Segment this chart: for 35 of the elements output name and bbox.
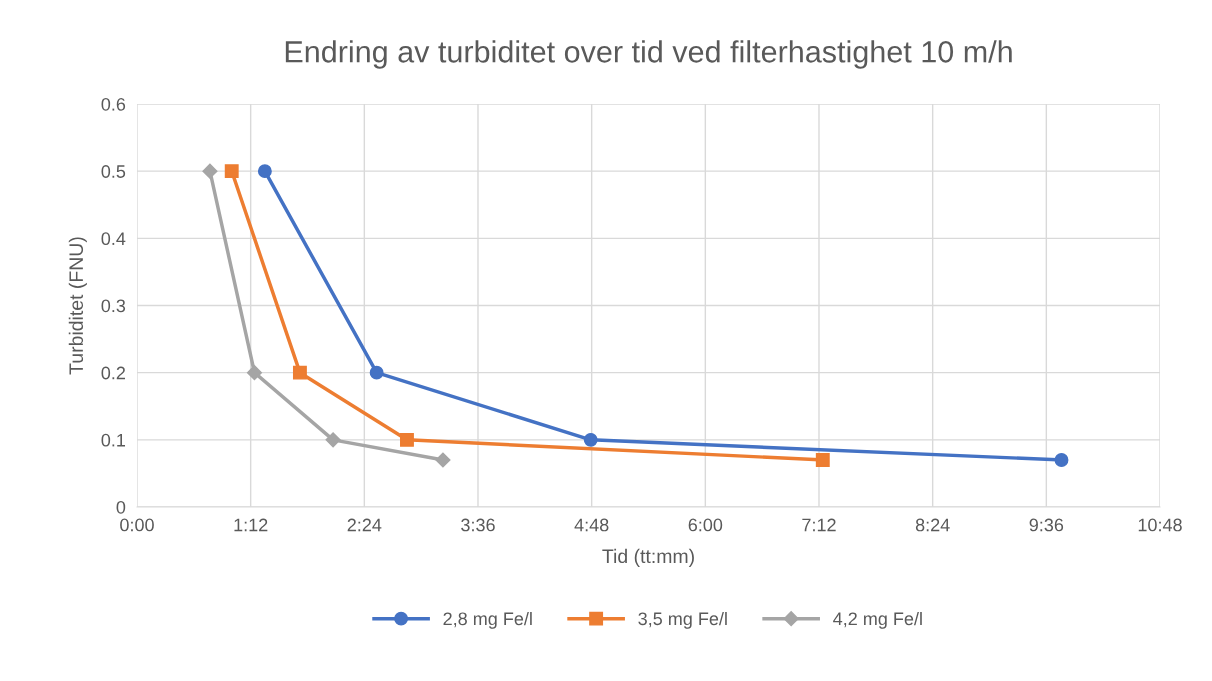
x-tick-label: 6:00 [688,518,723,532]
point [292,365,307,380]
y-tick-label: 0.2 [101,366,125,380]
point [224,164,239,179]
point [369,365,384,380]
point [583,432,598,447]
point [1054,453,1069,467]
chart-title: Endring av turbiditet over tid ved filterhastighet 10 m/h [285,40,1012,69]
y-tick-label: 0.1 [101,433,126,447]
point [325,432,341,448]
y-tick-label: 0.3 [101,299,126,313]
point [246,365,263,381]
point [815,453,830,467]
x-tick-label: 1:12 [234,518,268,532]
y-tick-label: 0 [116,500,126,514]
x-tick-label: 10:48 [1138,518,1182,532]
point [435,452,451,468]
point [202,163,218,179]
y-tick-label: 0.4 [101,232,126,246]
y-tick-label: 0.6 [101,97,126,111]
point [257,164,272,179]
x-tick-label: 0:00 [120,518,154,532]
x-tick-label: 9:36 [1029,518,1064,532]
x-tick-label: 4:48 [574,518,609,532]
y-axis-title: Turbiditet (FNU) [68,237,87,375]
legend-label: 2,8 mg Fe/l [443,611,532,629]
x-tick-label: 8:24 [915,518,950,532]
x-axis-title: Tid (tt:mm) [602,548,694,567]
x-tick-label: 7:12 [802,518,836,532]
y-tick-label: 0.5 [101,165,126,178]
legend-label: 3,5 mg Fe/l [638,611,727,629]
x-tick-label: 2:24 [347,518,382,532]
legend-label: 4,2 mg Fe/l [833,611,922,629]
point [400,432,414,447]
x-tick-label: 3:36 [461,518,495,532]
